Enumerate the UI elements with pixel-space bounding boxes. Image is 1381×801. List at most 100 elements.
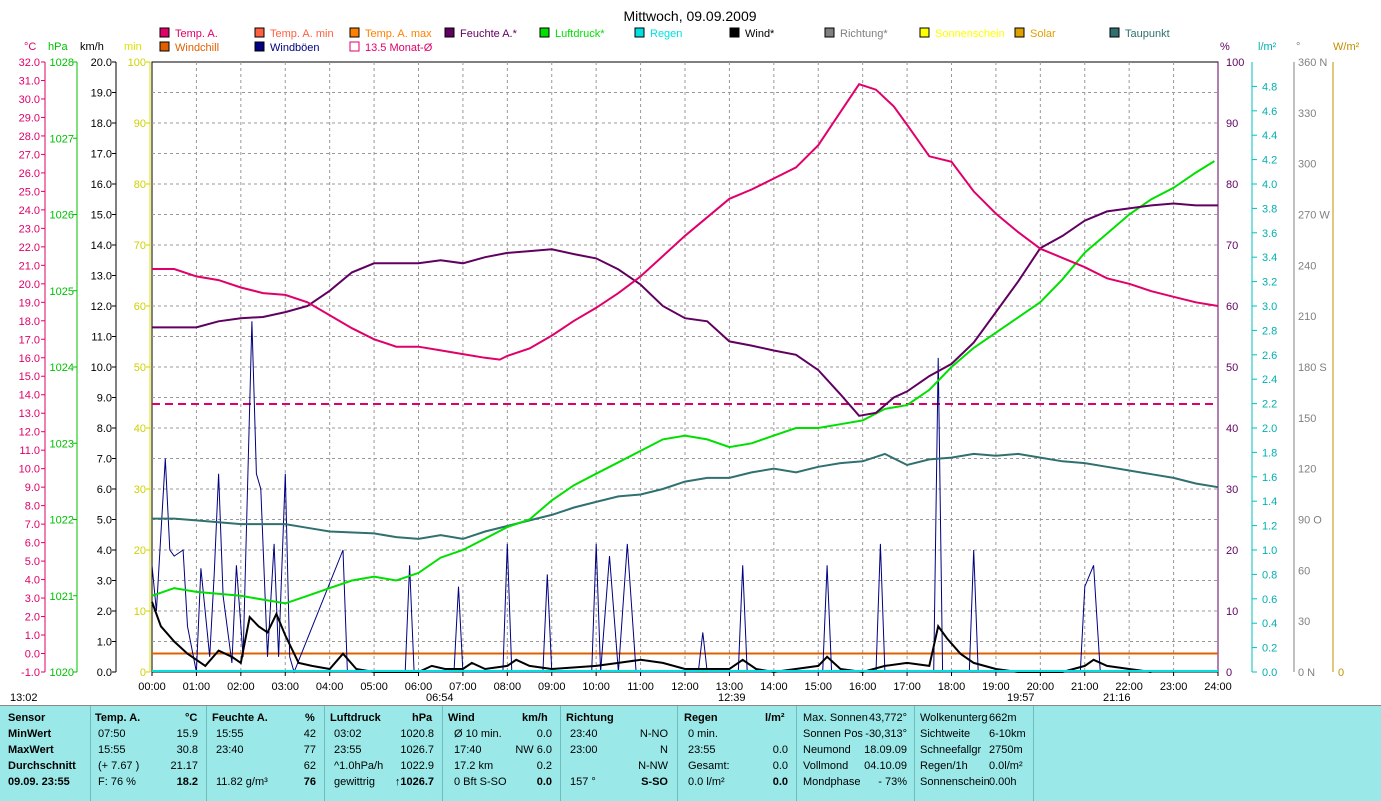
min-label: 20	[134, 545, 146, 557]
legend-swatch	[824, 27, 835, 38]
sun-marker: 21:16	[1103, 692, 1131, 704]
hpa-label: 1020	[50, 667, 74, 679]
min-label: 40	[134, 423, 146, 435]
header-regen: Regen	[684, 712, 718, 724]
legend-swatch	[1109, 27, 1120, 38]
min-label: 50	[134, 362, 146, 374]
misc-label: Schneefallgr	[920, 744, 982, 756]
wind-value: 0.0	[536, 776, 552, 788]
feuchte-value: 76	[303, 776, 316, 788]
temp-time: 07:50	[98, 728, 126, 740]
feuchte-time: 11.82 g/m³	[216, 776, 268, 788]
rain-tick-label: 0.0	[1262, 667, 1277, 679]
header-sensor: Sensor	[8, 712, 46, 724]
druck-time: ^1.0hPa/h	[334, 760, 384, 772]
pct-label: 40	[1226, 423, 1238, 435]
rain-tick-label: 4.2	[1262, 155, 1277, 167]
sun-marker: 06:54	[426, 692, 454, 704]
rain-tick-label: 1.0	[1262, 545, 1277, 557]
x-tick-label: 19:00	[982, 681, 1010, 693]
pct-label: 60	[1226, 301, 1238, 313]
rain-tick-label: 1.2	[1262, 521, 1277, 533]
x-tick-label: 07:00	[449, 681, 477, 693]
kmh-label: 19.0	[91, 88, 112, 100]
astro-value: - 73%	[878, 776, 907, 788]
rain-tick-label: 4.0	[1262, 179, 1277, 191]
temp-tick-label: 18.0	[19, 316, 40, 328]
astro-label: Vollmond	[803, 760, 849, 772]
legend-label: Solar	[1030, 28, 1056, 40]
pct-label: 50	[1226, 362, 1238, 374]
series-line	[152, 83, 1219, 361]
deg-label: 300	[1298, 159, 1316, 171]
x-tick-label: 13:00	[716, 681, 744, 693]
misc-value: 662m	[989, 712, 1017, 724]
temp-tick-label: 3.0	[25, 593, 40, 605]
astro-label: Sonnen Pos	[803, 728, 863, 740]
x-tick-label: 21:00	[1071, 681, 1099, 693]
kmh-label: 1.0	[97, 637, 112, 649]
wind-dir: NW 6.0	[515, 744, 552, 756]
x-tick-label: 09:00	[538, 681, 566, 693]
rain-tick-label: 2.6	[1262, 350, 1277, 362]
astro-value: 43,772°	[868, 712, 907, 724]
druck-value: ↑1026.7	[394, 776, 434, 788]
temp-tick-label: 7.0	[25, 519, 40, 531]
misc-value: 2750m	[989, 744, 1023, 756]
legend-swatch	[634, 27, 645, 38]
rain-tick-label: 4.6	[1262, 106, 1277, 118]
richtung-time: 157 °	[570, 776, 596, 788]
temp-tick-label: 20.0	[19, 279, 40, 291]
temp-tick-label: 17.0	[19, 334, 40, 346]
hpa-label: 1021	[50, 591, 74, 603]
rain-tick-label: 0.2	[1262, 643, 1277, 655]
misc-label: Sichtweite	[920, 728, 971, 740]
series-line	[152, 452, 1219, 540]
temp-tick-label: 30.0	[19, 94, 40, 106]
druck-time: gewittrig	[334, 776, 375, 788]
deg-label: 330	[1298, 108, 1316, 120]
kmh-label: 6.0	[97, 484, 112, 496]
hpa-label: 1022	[50, 515, 74, 527]
min-label: 70	[134, 240, 146, 252]
temp-tick-label: 31.0	[19, 75, 40, 87]
regen-label: 23:55	[688, 744, 716, 756]
divider	[914, 706, 915, 801]
temp-axis-unit: °C	[24, 41, 36, 53]
sun-marker: 19:57	[1007, 692, 1035, 704]
series-line	[151, 160, 1215, 605]
row-sensor: MinWert	[8, 728, 52, 740]
pct-label: 100	[1226, 57, 1244, 69]
kmh-label: 2.0	[97, 606, 112, 618]
misc-label: Regen/1h	[920, 760, 968, 772]
legend-label: Richtung*	[840, 28, 888, 40]
header-druck-unit: hPa	[412, 712, 433, 724]
min-label: 60	[134, 301, 146, 313]
x-tick-label: 17:00	[893, 681, 921, 693]
header-temp: Temp. A.	[95, 712, 141, 724]
legend-label: Sonnenschein	[935, 28, 1005, 40]
divider	[560, 706, 561, 801]
temp-tick-label: 29.0	[19, 112, 40, 124]
temp-value: 30.8	[176, 744, 198, 756]
astro-value: 04.10.09	[864, 760, 907, 772]
wind-label: 17.2 km	[454, 760, 494, 772]
weather-chart: Mittwoch, 09.09.2009 Temp. A.WindchillTe…	[10, 8, 1360, 704]
temp-tick-label: 22.0	[19, 242, 40, 254]
feuchte-value: 62	[303, 760, 316, 772]
druck-value: 1022.9	[400, 760, 434, 772]
wm2-axis-unit: W/m²	[1333, 41, 1360, 53]
header-feuchte: Feuchte A.	[212, 712, 268, 724]
x-tick-label: 11:00	[627, 681, 654, 693]
series-group	[151, 83, 1219, 674]
kmh-label: 17.0	[91, 149, 112, 161]
hpa-label: 1028	[50, 57, 74, 69]
richtung-value: N-NW	[638, 760, 668, 772]
kmh-axis-unit: km/h	[80, 41, 104, 53]
deg-label: 60	[1298, 565, 1310, 577]
divider	[796, 706, 797, 801]
regen-label: 0.0 l/m²	[688, 776, 725, 788]
legend-label: Regen	[650, 28, 682, 40]
kmh-label: 3.0	[97, 576, 112, 588]
temp-tick-label: 6.0	[25, 538, 40, 550]
